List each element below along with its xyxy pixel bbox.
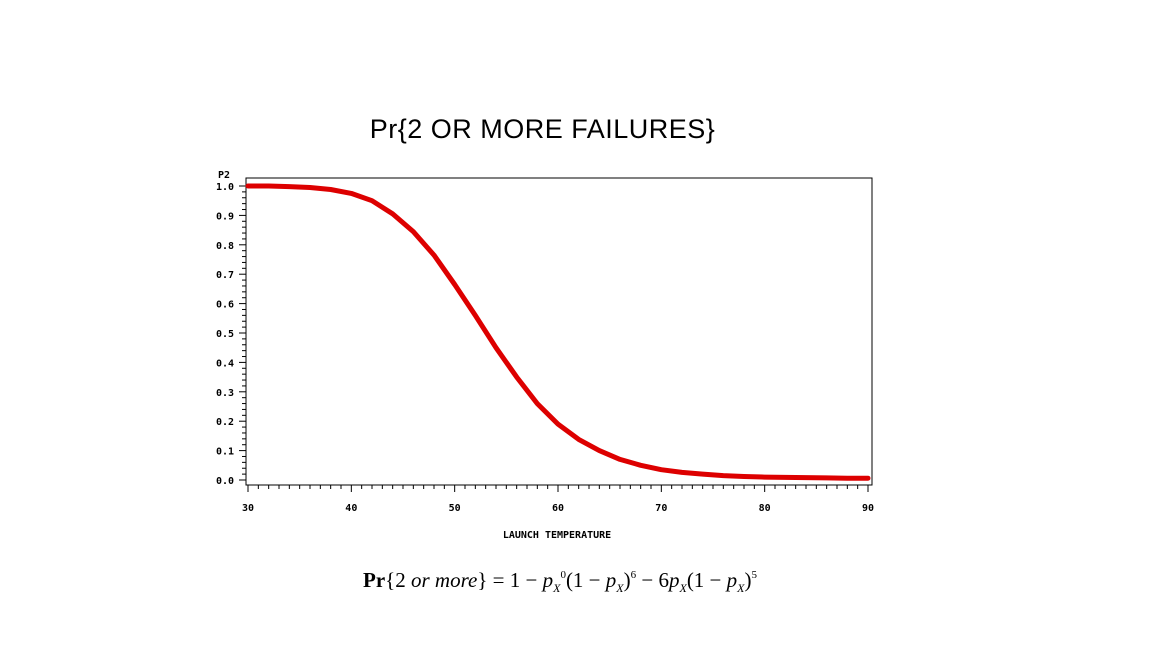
formula-pr: Pr <box>363 568 386 592</box>
y-tick-label: 0.1 <box>216 447 234 458</box>
x-tick-label: 50 <box>449 503 461 514</box>
formula-sub-2: X <box>616 581 624 595</box>
formula-p-3: p <box>668 568 680 592</box>
x-tick-label: 30 <box>242 503 254 514</box>
y-tick-label: 0.8 <box>216 241 234 252</box>
formula-p-4: p <box>726 568 738 592</box>
x-axis-label: LAUNCH TEMPERATURE <box>503 530 611 541</box>
formula-sub-4: X <box>737 581 745 595</box>
formula-part-3: − 6 <box>636 568 669 592</box>
x-tick-label: 80 <box>759 503 771 514</box>
formula-p-1: p <box>542 568 554 592</box>
y-tick-label: 0.5 <box>216 329 234 340</box>
formula-exp-5: 5 <box>751 569 758 581</box>
x-tick-label: 90 <box>862 503 874 514</box>
formula-open: {2 <box>385 568 411 592</box>
y-tick-label: 0.6 <box>216 300 234 311</box>
y-tick-label: 0.4 <box>216 358 234 369</box>
formula-part-2: (1 − <box>565 568 606 592</box>
series-group <box>245 183 871 481</box>
y-tick-label: 0.3 <box>216 388 234 399</box>
formula-part-4: (1 − <box>686 568 727 592</box>
y-tick-label: 1.0 <box>216 182 234 193</box>
y-tick-label: 0.9 <box>216 211 234 222</box>
plot-frame <box>245 177 873 486</box>
formula-or-more: or more <box>411 568 478 592</box>
y-axis-label: P2 <box>218 170 230 181</box>
formula-sub-1: X <box>553 581 561 595</box>
formula-exp-0: 0 <box>560 569 566 581</box>
formula: Pr{2 or more} = 1 − pX0(1 − pX)6 − 6pX(1… <box>363 568 758 595</box>
x-tick-label: 60 <box>552 503 564 514</box>
x-tick-label: 40 <box>345 503 357 514</box>
x-axis: 30 40 50 60 70 80 90 <box>242 485 874 514</box>
formula-close: } = 1 − <box>477 568 543 592</box>
x-tick-label: 70 <box>655 503 667 514</box>
y-tick-label: 0.2 <box>216 417 234 428</box>
formula-exp-6: 6 <box>630 569 637 581</box>
chart-title: Pr{2 OR MORE FAILURES} <box>369 114 716 144</box>
y-tick-label: 0.0 <box>216 476 234 487</box>
formula-p-2: p <box>605 568 617 592</box>
chart: 0.0 0.1 0.2 0.3 0.4 0.5 0.6 0.7 0.8 0.9 1.0 30 40 50… <box>216 170 874 541</box>
formula-sub-3: X <box>679 581 687 595</box>
series-line <box>245 183 871 481</box>
y-axis: 0.0 0.1 0.2 0.3 0.4 0.5 0.6 0.7 0.8 0.9 1.0 <box>216 182 246 487</box>
y-tick-label: 0.7 <box>216 270 234 281</box>
